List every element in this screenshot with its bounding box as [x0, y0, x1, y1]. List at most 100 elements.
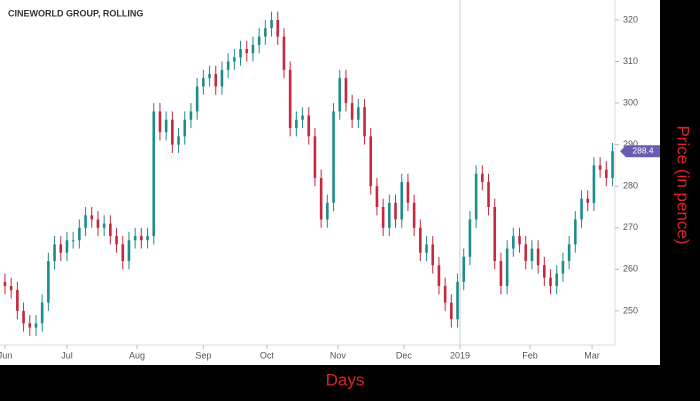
candle-body: [313, 136, 317, 178]
x-tick-label: Dec: [396, 350, 413, 360]
y-tick-label: 280: [623, 181, 638, 191]
candle-body: [437, 265, 441, 286]
candle-body: [226, 61, 230, 70]
candle-body: [96, 219, 100, 228]
candle-body: [102, 223, 106, 228]
candle-body: [456, 281, 459, 320]
candle-body: [158, 111, 162, 133]
candle-body: [257, 36, 261, 45]
candle-body: [195, 86, 199, 112]
candle-body: [282, 36, 286, 70]
candle-body: [592, 165, 596, 203]
candle-body: [338, 78, 342, 112]
candle-body: [487, 182, 490, 207]
candle-body: [288, 69, 292, 129]
candle-body: [505, 248, 509, 286]
candle-body: [412, 202, 416, 228]
x-tick-label: Oct: [260, 350, 275, 360]
candle-body: [332, 111, 335, 203]
candle-body: [301, 115, 304, 120]
candle-body: [518, 236, 521, 245]
candle-body: [549, 277, 552, 286]
candle-body: [214, 73, 218, 87]
x-tick-label: 2019: [450, 350, 470, 360]
candle-body: [133, 236, 137, 241]
candle-body: [524, 244, 528, 262]
candle-body: [140, 236, 143, 241]
y-tick-label: 270: [623, 222, 638, 232]
candle-body: [363, 107, 366, 137]
candle-body: [580, 198, 583, 220]
candle-body: [394, 202, 397, 220]
y-tick-label: 290: [623, 139, 638, 149]
y-axis-label: Price (in pence): [674, 125, 693, 244]
candle-body: [270, 19, 273, 29]
x-axis-label: Days: [326, 370, 365, 389]
candle-body: [115, 236, 118, 245]
candle-body: [208, 73, 211, 79]
x-tick-label: Jun: [0, 350, 12, 360]
chart-title: CINEWORLD GROUP, ROLLING: [8, 8, 143, 18]
candle-body: [78, 227, 81, 241]
candle-body: [65, 240, 69, 253]
plot-area: 250 260 270 280 290 300 310 320 Jun Jul Aug Sep Oct N…: [0, 0, 638, 360]
x-tick-label: Aug: [129, 350, 145, 360]
candle-body: [22, 310, 25, 324]
y-tick-label: 300: [623, 97, 638, 107]
candle-body: [419, 227, 422, 253]
candle-body: [326, 202, 329, 220]
y-tick-label: 320: [623, 14, 638, 24]
candle-body: [555, 273, 559, 286]
candle-body: [47, 261, 50, 303]
candle-body: [307, 115, 311, 137]
candle-body: [220, 69, 224, 87]
candle-body: [16, 290, 19, 311]
candle-body: [561, 261, 565, 274]
candle-body: [295, 119, 298, 129]
candle-body: [53, 244, 56, 262]
chart-background: [0, 0, 660, 365]
candle-body: [481, 173, 484, 183]
candle-body: [468, 219, 472, 257]
x-tick-label: Mar: [584, 350, 600, 360]
candle-body: [251, 44, 255, 54]
candle-body: [152, 111, 156, 237]
candle-body: [3, 281, 7, 286]
candle-body: [530, 248, 534, 262]
candle-body: [189, 111, 193, 120]
y-tick-label: 250: [623, 305, 638, 315]
candle-body: [611, 151, 614, 178]
candle-body: [567, 244, 571, 262]
candle-body: [183, 119, 187, 137]
last-price-badge: [620, 145, 660, 158]
y-tick-label: 310: [623, 56, 638, 66]
candle-body: [443, 285, 447, 303]
candle-body: [499, 261, 503, 286]
candle-body: [121, 244, 125, 262]
candle-body: [425, 244, 428, 253]
candle-body: [493, 207, 497, 262]
candle-body: [375, 186, 379, 207]
candle-body: [34, 323, 38, 328]
candle-body: [350, 103, 354, 120]
candle-body: [369, 136, 373, 187]
candle-body: [40, 302, 44, 324]
candle-body: [239, 49, 242, 58]
x-tick-label: Jul: [61, 350, 73, 360]
candle-body: [400, 182, 404, 220]
candle-body: [71, 240, 75, 242]
candle-body: [146, 236, 149, 241]
last-price-label: 288.4: [632, 146, 654, 156]
candle-body: [164, 119, 168, 133]
candle-body: [28, 323, 32, 328]
candle-body: [543, 265, 546, 278]
candle-body: [431, 244, 435, 266]
candle-body: [462, 256, 466, 282]
candle-body: [177, 136, 180, 145]
candle-body: [586, 198, 590, 203]
candle-body: [202, 78, 205, 87]
candle-body: [357, 107, 360, 120]
candle-body: [598, 165, 602, 170]
candle-body: [171, 119, 174, 145]
